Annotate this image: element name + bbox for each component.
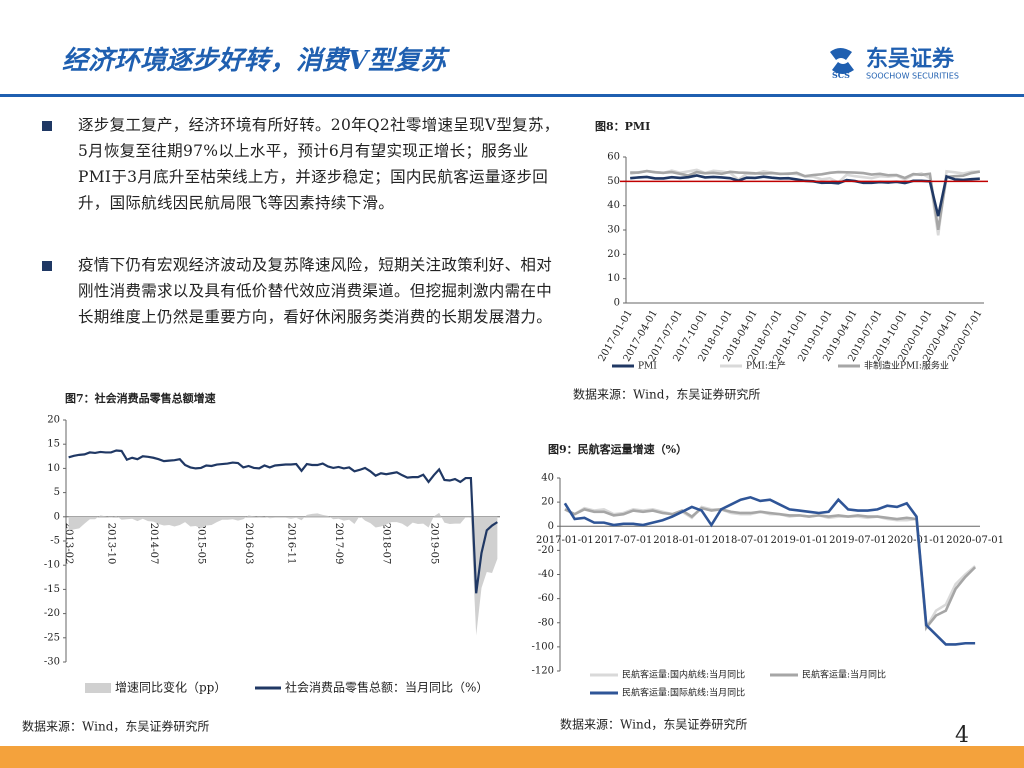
y-tick-label: 40 xyxy=(607,200,620,211)
x-tick-label: 2017-07-01 xyxy=(595,535,653,546)
y-tick-label: -5 xyxy=(50,536,60,547)
x-tick-label: 2015-05 xyxy=(195,523,206,565)
y-tick-label: 60 xyxy=(607,152,620,163)
legend-label: 民航客运量:国际航线:当月同比 xyxy=(622,687,745,699)
y-tick-label: 5 xyxy=(54,487,60,498)
y-tick-label: -80 xyxy=(538,617,554,628)
bullet-icon xyxy=(42,121,52,131)
legend-swatch xyxy=(85,683,111,693)
x-tick-label: 2013-10 xyxy=(105,523,116,565)
line xyxy=(563,495,976,646)
legend-label: 非制造业PMI:服务业 xyxy=(864,360,949,372)
x-tick-label: 2020-01-01 xyxy=(888,535,946,546)
x-tick-label: 2016-11 xyxy=(285,523,296,565)
source-note: 数据来源：Wind，东吴证券研究所 xyxy=(22,719,209,734)
legend-label: 民航客运量:当月同比 xyxy=(802,669,886,681)
y-tick-label: 0 xyxy=(614,298,620,309)
y-tick-label: 10 xyxy=(607,273,620,284)
x-tick-label: 2019-07-01 xyxy=(829,535,887,546)
chart-title: 图7：社会消费品零售总额增速 xyxy=(65,391,216,405)
y-tick-label: 20 xyxy=(47,415,60,426)
slide-title: 经济环境逐步好转，消费V型复苏 xyxy=(62,46,450,76)
y-tick-label: 0 xyxy=(54,511,60,522)
y-tick-label: 10 xyxy=(47,463,60,474)
line xyxy=(564,506,977,631)
x-tick-label: 2017-01-01 xyxy=(536,535,594,546)
y-tick-label: -15 xyxy=(44,584,60,595)
bullet-text: 逐步复工复产，经济环境有所好转。20年Q2社零增速呈现V型复苏，5月恢复至往期9… xyxy=(78,116,560,212)
x-tick-label: 2014-07 xyxy=(148,523,159,565)
y-tick-label: -25 xyxy=(44,632,60,643)
y-tick-label: -120 xyxy=(532,666,554,677)
logo-mark: SCS xyxy=(832,70,850,80)
x-tick-label: 2013-02 xyxy=(63,523,74,565)
y-tick-label: -20 xyxy=(538,545,554,556)
chart-title: 图8：PMI xyxy=(595,120,650,133)
legend-label: PMI xyxy=(638,362,657,372)
y-tick-label: -10 xyxy=(44,560,60,571)
footer-band xyxy=(0,746,1024,768)
y-tick-label: -40 xyxy=(538,569,554,580)
x-tick-label: 2016-03 xyxy=(243,523,254,565)
chart-title: 图9：民航客运量增速（%） xyxy=(548,442,687,456)
legend-label: PMI:生产 xyxy=(746,360,786,372)
legend-label: 增速同比变化（pp） xyxy=(115,680,226,695)
page-number: 4 xyxy=(955,723,969,748)
source-note: 数据来源：Wind，东吴证券研究所 xyxy=(573,387,760,402)
y-tick-label: 40 xyxy=(541,473,554,484)
y-tick-label: 0 xyxy=(548,521,554,532)
legend-label: 民航客运量:国内航线:当月同比 xyxy=(622,669,745,681)
logo-icon xyxy=(830,48,854,74)
y-tick-label: -100 xyxy=(532,641,554,652)
y-tick-label: 15 xyxy=(47,439,60,450)
x-tick-label: 2020-07-01 xyxy=(946,535,1004,546)
x-tick-label: 2018-01-01 xyxy=(653,535,711,546)
x-tick-label: 2017-09 xyxy=(333,523,344,565)
header-rule xyxy=(0,94,1024,97)
y-tick-label: 20 xyxy=(607,249,620,260)
logo-en: SOOCHOW SECURITIES xyxy=(866,72,959,81)
logo-cn: 东吴证券 xyxy=(866,46,955,72)
source-note: 数据来源：Wind，东吴证券研究所 xyxy=(560,717,747,732)
x-tick-label: 2019-01-01 xyxy=(770,535,828,546)
x-tick-label: 2018-07 xyxy=(381,523,392,565)
line xyxy=(630,169,981,230)
y-tick-label: -60 xyxy=(538,593,554,604)
bullet-text: 疫情下仍有宏观经济波动及复苏降速风险，短期关注政策利好、相对刚性消费需求以及具有… xyxy=(78,256,553,326)
legend-label: 社会消费品零售总额：当月同比（%） xyxy=(285,680,488,695)
x-tick-label: 2018-07-01 xyxy=(712,535,770,546)
line xyxy=(68,449,498,594)
x-tick-label: 2019-05 xyxy=(428,523,439,565)
y-tick-label: -30 xyxy=(44,657,60,668)
bullet-icon xyxy=(42,261,52,271)
y-tick-label: -20 xyxy=(44,608,60,619)
y-tick-label: 20 xyxy=(541,497,554,508)
y-tick-label: 30 xyxy=(607,225,620,236)
y-tick-label: 50 xyxy=(607,176,620,187)
